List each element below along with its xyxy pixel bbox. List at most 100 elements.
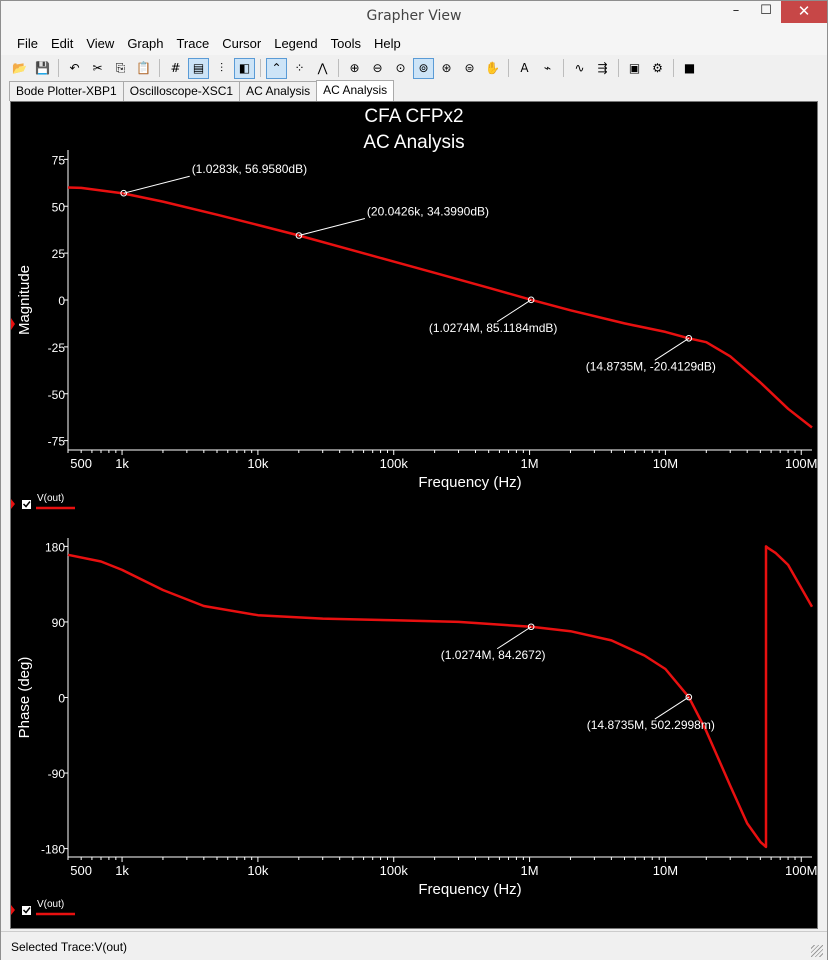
cursor-value-label: (14.8735M, 502.2998m) [587,718,715,732]
x-tick-label: 10M [653,456,678,471]
x-axis-label: Frequency (Hz) [418,881,521,898]
tab-oscilloscope-xsc1[interactable]: Oscilloscope-XSC1 [122,81,241,101]
zoom-y-icon[interactable]: ⊜ [464,61,475,75]
label-icon[interactable]: ⌁ [543,61,552,75]
text-icon[interactable]: A [520,61,529,75]
legend-icon[interactable]: ▤ [188,57,209,79]
tab-ac-analysis[interactable]: AC Analysis [239,81,318,101]
legend-checkbox[interactable] [22,500,31,509]
tab-bode-plotter-xbp1[interactable]: Bode Plotter-XBP1 [9,81,124,101]
x-tick-label: 100k [380,863,409,878]
tab-strip: Bode Plotter-XBP1 Oscilloscope-XSC1 AC Ana… [9,80,395,101]
trace-v-out[interactable] [67,186,813,429]
x-tick-label: 100k [380,456,409,471]
stop-icon[interactable]: ■ [683,61,696,75]
y-tick-label: 0 [58,294,65,308]
x-tick-label: 100M [785,456,817,471]
legend-label: V(out) [37,899,64,910]
graph-subtitle: AC Analysis [363,132,464,153]
plot-area[interactable]: CFA CFPx2 AC Analysis 75 50 25 0 -25 -50 -75 500 1… [10,101,818,929]
menu-file[interactable]: File [17,36,38,51]
grid-icon[interactable]: # [170,61,181,75]
zoom-reset-icon[interactable]: ⊙ [395,61,406,75]
pan-icon[interactable]: ✋ [485,61,500,75]
y-tick-label: 75 [52,153,66,167]
maximize-button[interactable]: ☐ [760,3,772,18]
resize-grip[interactable] [811,945,823,957]
copy-graph-icon[interactable]: ▣ [628,61,641,75]
reverse-colors-icon[interactable]: ◧ [234,57,255,79]
legend-checkbox[interactable] [22,906,31,915]
menu-bar: File Edit View Graph Trace Cursor Legend Tools H… [1,32,827,55]
cursor-label-leader [298,218,366,236]
x-axis-label: Frequency (Hz) [418,474,521,491]
y-tick-label: -25 [48,341,66,355]
menu-legend[interactable]: Legend [274,36,318,51]
zoom-out-icon[interactable]: ⊖ [372,61,383,75]
cursor-marker[interactable] [685,693,693,701]
y-tick-label: -50 [48,388,66,402]
zoom-in-icon[interactable]: ⊕ [349,61,360,75]
points-icon[interactable]: ⁘ [294,61,305,75]
cursor-value-label: (1.0274M, 85.1184mdB) [429,321,558,335]
x-tick-label: 1k [115,863,129,878]
trace-v-out[interactable] [67,545,814,849]
cursor-marker[interactable] [120,189,128,197]
toolbar: 📂 💾 ↶ ✂ ⎘ 📋 # ▤ ⫶ ◧ ⌃ ⁘ ⋀ ⊕ ⊖ ⊙ ⊚ ⊛ ⊜ ✋ A ⌁ ∿ ⇶ ▣ ⚙ ■ [1,56,827,80]
status-bar: Selected Trace:V(out) [1,931,827,960]
tab-ac-analysis-selected[interactable]: AC Analysis [316,80,395,101]
cursor-marker[interactable] [527,296,535,304]
minimize-button[interactable]: – [732,3,740,18]
check-icon [22,907,31,914]
open-icon[interactable]: 📂 [12,61,27,75]
lines-points-icon[interactable]: ⋀ [317,61,328,75]
y-tick-label: 25 [52,247,66,261]
cursor-marker[interactable] [685,334,693,342]
x-tick-label: 1M [521,863,539,878]
menu-tools[interactable]: Tools [330,36,361,51]
paste-icon[interactable]: 📋 [136,61,151,75]
zoom-area-icon[interactable]: ⊚ [413,57,434,79]
menu-cursor[interactable]: Cursor [222,36,262,51]
cursor-label-leader [654,337,690,361]
menu-view[interactable]: View [86,36,115,51]
toolbar-separator [673,59,674,77]
lines-icon[interactable]: ⌃ [266,57,287,79]
toolbar-separator [260,59,261,77]
x-tick-label: 10k [247,456,268,471]
check-icon [22,501,31,508]
toolbar-separator [58,59,59,77]
cursor-marker[interactable] [527,623,535,631]
cursors-icon[interactable]: ⫶ [219,60,223,75]
undo-icon[interactable]: ↶ [69,61,80,75]
toolbar-separator [508,59,509,77]
toolbar-separator [338,59,339,77]
x-tick-label: 1M [521,456,539,471]
close-button[interactable]: ✕ [781,1,827,23]
legend-marker-icon [11,499,15,509]
y-tick-label: -75 [48,435,66,449]
menu-trace[interactable]: Trace [176,36,210,51]
active-graph-marker-icon [11,318,15,330]
x-tick-label: 10k [247,863,268,878]
trace-icon[interactable]: ∿ [574,61,585,75]
window-title: Grapher View [366,8,462,24]
graph-title: CFA CFPx2 [364,106,463,127]
y-tick-label: 0 [58,692,65,706]
cursor-marker[interactable] [295,232,303,239]
menu-edit[interactable]: Edit [50,36,74,51]
y-axis-label: Magnitude [16,265,33,335]
title-bar[interactable]: Grapher View – ☐ ✕ [1,1,827,32]
cursor-label-leader [496,626,532,650]
menu-help[interactable]: Help [373,36,401,51]
copy-icon[interactable]: ⎘ [115,60,126,75]
cursor-value-label: (1.0274M, 84.2672) [441,648,546,662]
zoom-x-icon[interactable]: ⊛ [441,61,452,75]
bode-graph[interactable]: CFA CFPx2 AC Analysis 75 50 25 0 -25 -50 -75 500 1… [11,102,817,928]
menu-graph[interactable]: Graph [127,36,164,51]
cut-icon[interactable]: ✂ [92,61,103,75]
properties-icon[interactable]: ⚙ [652,61,663,75]
save-icon[interactable]: 💾 [35,61,50,75]
export-icon[interactable]: ⇶ [597,61,608,75]
